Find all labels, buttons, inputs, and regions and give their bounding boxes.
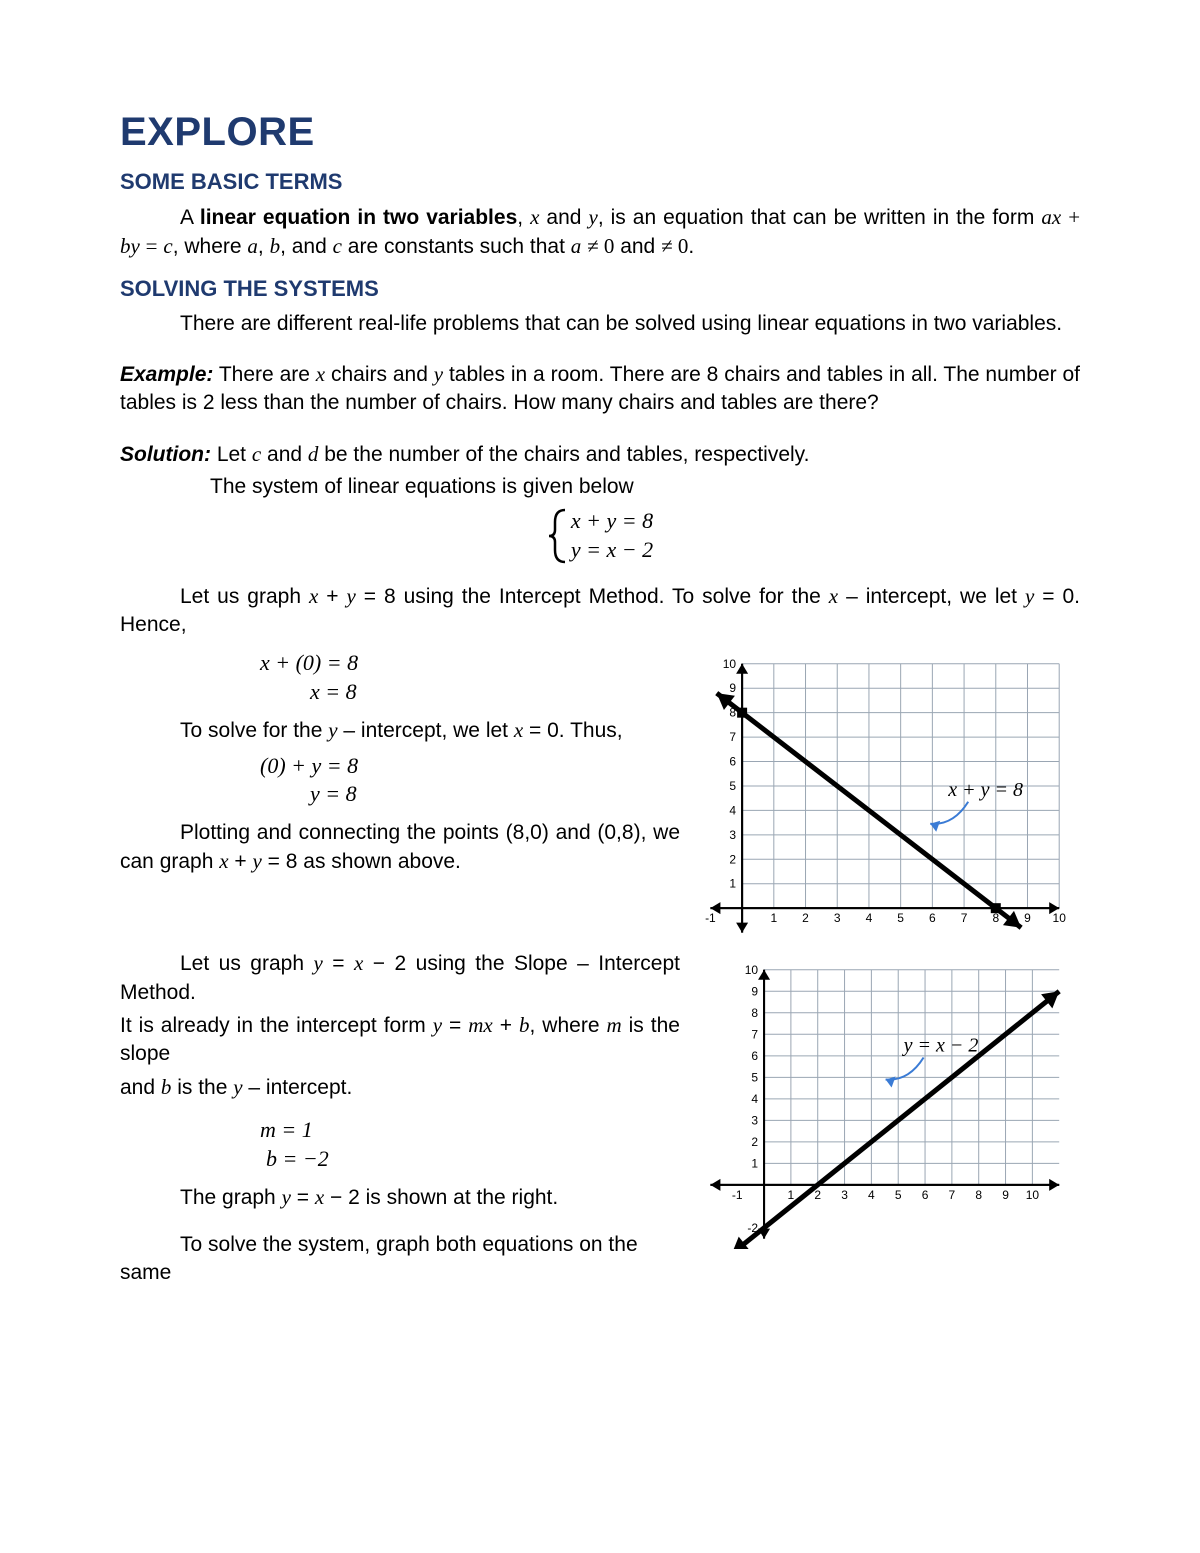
slope-para2: It is already in the intercept form y = …: [120, 1011, 680, 1069]
graph-shown-para: The graph y = x − 2 is shown at the righ…: [120, 1183, 680, 1212]
eq-x2: x = 8: [310, 679, 357, 704]
svg-text:y = x − 2: y = x − 2: [902, 1035, 979, 1057]
section-heading-basic-terms: SOME BASIC TERMS: [120, 169, 1080, 195]
basic-terms-paragraph: A linear equation in two variables, x an…: [120, 203, 1080, 262]
svg-text:5: 5: [729, 779, 736, 793]
slope-para1: Let us graph y = x − 2 using the Slope –…: [120, 949, 680, 1007]
plotting-para: Plotting and connecting the points (8,0)…: [120, 819, 680, 877]
svg-text:7: 7: [751, 1028, 758, 1042]
svg-text:7: 7: [729, 730, 736, 744]
eq-b: b = −2: [266, 1146, 329, 1171]
svg-text:9: 9: [729, 682, 736, 696]
eq-x1: x + (0) = 8: [260, 650, 358, 675]
svg-text:8: 8: [975, 1188, 982, 1202]
system-eq-1: x + y = 8: [571, 507, 653, 536]
svg-text:3: 3: [751, 1114, 758, 1128]
example-label: Example:: [120, 363, 213, 386]
solution-label: Solution:: [120, 443, 211, 466]
svg-text:3: 3: [834, 911, 841, 925]
closing-para: To solve the system, graph both equation…: [120, 1231, 680, 1288]
svg-text:6: 6: [922, 1188, 929, 1202]
svg-text:2: 2: [729, 853, 736, 867]
svg-text:6: 6: [751, 1049, 758, 1063]
section-heading-solving: SOLVING THE SYSTEMS: [120, 276, 1080, 302]
example-text: There are x chairs and y tables in a roo…: [120, 363, 1080, 414]
svg-text:2: 2: [814, 1188, 821, 1202]
brace-icon: [547, 508, 571, 564]
svg-text:9: 9: [1024, 911, 1031, 925]
page-title: EXPLORE: [120, 110, 1080, 155]
svg-text:10: 10: [1053, 911, 1067, 925]
svg-text:9: 9: [1002, 1188, 1009, 1202]
eq-y2: y = 8: [310, 781, 357, 806]
svg-text:-1: -1: [732, 1188, 743, 1202]
eq-y1: (0) + y = 8: [260, 753, 358, 778]
svg-text:6: 6: [729, 755, 736, 769]
y-intercept-para: To solve for the y – intercept, we let x…: [120, 716, 680, 745]
solving-intro: There are different real-life problems t…: [120, 310, 1080, 338]
svg-text:1: 1: [751, 1157, 758, 1171]
svg-text:2: 2: [802, 911, 809, 925]
svg-text:4: 4: [866, 911, 873, 925]
svg-text:6: 6: [929, 911, 936, 925]
svg-text:5: 5: [751, 1071, 758, 1085]
intercept-method-para: Let us graph x + y = 8 using the Interce…: [120, 582, 1080, 640]
solution-line-2: The system of linear equations is given …: [120, 473, 1080, 501]
svg-text:1: 1: [770, 911, 777, 925]
document-page: EXPLORE SOME BASIC TERMS A linear equati…: [0, 0, 1200, 1553]
graph-2: 1234567891012345678910-1-2y = x − 2: [700, 949, 1080, 1249]
svg-text:10: 10: [1026, 1188, 1040, 1202]
system-eq-2: y = x − 2: [571, 536, 653, 565]
svg-text:3: 3: [729, 828, 736, 842]
svg-text:7: 7: [949, 1188, 956, 1202]
example-paragraph: Example: There are x chairs and y tables…: [120, 360, 1080, 418]
svg-text:-1: -1: [705, 911, 716, 925]
svg-text:9: 9: [751, 985, 758, 999]
slope-two-col: Let us graph y = x − 2 using the Slope –…: [120, 949, 1080, 1291]
svg-text:x + y = 8: x + y = 8: [947, 779, 1023, 801]
eq-m: m = 1: [260, 1117, 313, 1142]
svg-text:4: 4: [868, 1188, 875, 1202]
solution-line-1: Solution: Let c and d be the number of t…: [120, 440, 1080, 469]
intercept-two-col: x + (0) = 8 x = 8 To solve for the y – i…: [120, 643, 1080, 943]
svg-text:2: 2: [751, 1135, 758, 1149]
graph-1: 1234567891012345678910-1x + y = 8: [700, 643, 1080, 943]
svg-text:5: 5: [895, 1188, 902, 1202]
svg-text:10: 10: [723, 657, 737, 671]
svg-text:7: 7: [961, 911, 968, 925]
svg-text:1: 1: [729, 877, 736, 891]
svg-text:3: 3: [841, 1188, 848, 1202]
svg-text:4: 4: [751, 1092, 758, 1106]
slope-para3: and b is the y – intercept.: [120, 1073, 680, 1102]
svg-text:8: 8: [751, 1006, 758, 1020]
svg-text:10: 10: [745, 963, 759, 977]
svg-text:5: 5: [897, 911, 904, 925]
system-equations: x + y = 8 y = x − 2: [120, 507, 1080, 571]
svg-text:4: 4: [729, 804, 736, 818]
svg-text:1: 1: [788, 1188, 795, 1202]
